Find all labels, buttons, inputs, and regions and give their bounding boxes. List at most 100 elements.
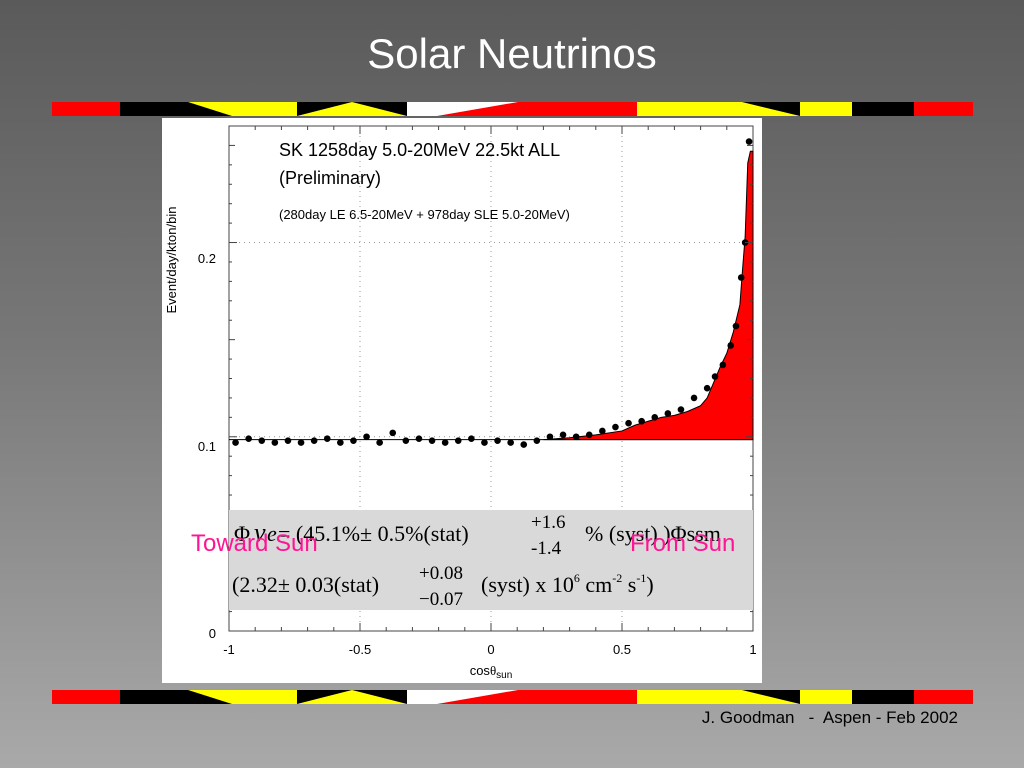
band-tri-4 bbox=[742, 102, 800, 116]
data-point-21 bbox=[507, 439, 514, 446]
formula-line1-nu: ν bbox=[254, 518, 266, 547]
band-seg-10 bbox=[914, 690, 973, 704]
data-point-7 bbox=[323, 435, 331, 443]
band-seg-0 bbox=[52, 690, 120, 704]
y-tick-label-0.2: 0.2 bbox=[198, 251, 216, 266]
slide-title: Solar Neutrinos bbox=[367, 30, 657, 77]
band-tri-1 bbox=[297, 102, 352, 116]
band-tri-4 bbox=[742, 690, 800, 704]
axis-ticks bbox=[228, 125, 754, 632]
data-point-13 bbox=[402, 437, 410, 444]
band-tri-2 bbox=[352, 102, 407, 116]
data-point-3 bbox=[271, 439, 279, 446]
data-point-0 bbox=[232, 439, 239, 446]
x-tick-label-neg0.5: -0.5 bbox=[349, 642, 371, 657]
data-point-11 bbox=[376, 439, 383, 446]
data-point-38 bbox=[719, 361, 727, 369]
x-tick-label-1: 1 bbox=[749, 642, 756, 657]
data-point-40 bbox=[732, 322, 740, 330]
formula-line1-upper-error: +1.6 bbox=[531, 512, 565, 533]
data-point-26 bbox=[572, 433, 580, 441]
x-axis-label: cosθsun bbox=[470, 663, 513, 681]
data-point-6 bbox=[310, 437, 318, 444]
chart-title-line3: (280day LE 6.5-20MeV + 978day SLE 5.0-20… bbox=[279, 207, 570, 222]
band-tri-1 bbox=[297, 690, 352, 704]
band-tri-0 bbox=[188, 102, 232, 116]
data-point-1 bbox=[245, 435, 252, 443]
formula-line1-tail: % (syst) )Φssm bbox=[585, 521, 721, 546]
data-point-24 bbox=[546, 433, 554, 441]
data-point-28 bbox=[599, 427, 606, 435]
data-point-23 bbox=[533, 437, 541, 444]
formula-line1-lower-error: -1.4 bbox=[531, 538, 562, 559]
data-point-34 bbox=[677, 406, 685, 413]
chart-title-line1: SK 1258day 5.0-20MeV 22.5kt ALL bbox=[279, 140, 560, 160]
formula-line2-lower-error: −0.07 bbox=[419, 589, 463, 610]
band-seg-8 bbox=[800, 102, 852, 116]
data-point-5 bbox=[297, 439, 305, 446]
band-seg-5 bbox=[518, 102, 637, 116]
band-seg-0 bbox=[52, 102, 120, 116]
data-point-19 bbox=[481, 439, 488, 446]
data-point-16 bbox=[441, 439, 449, 446]
data-point-14 bbox=[415, 435, 423, 443]
band-tri-3 bbox=[437, 102, 518, 116]
y-tick-label-0.1: 0.1 bbox=[198, 439, 216, 454]
band-seg-8 bbox=[800, 690, 852, 704]
band-seg-1 bbox=[120, 690, 188, 704]
data-point-37 bbox=[711, 373, 719, 380]
formula-line2-tail: (syst) x 106 cm-2 s-1) bbox=[481, 571, 654, 597]
data-point-10 bbox=[363, 433, 370, 441]
band-seg-1 bbox=[120, 102, 188, 116]
band-tri-0 bbox=[188, 690, 232, 704]
data-point-36 bbox=[703, 384, 711, 392]
data-point-43 bbox=[745, 138, 753, 145]
band-seg-9 bbox=[852, 690, 914, 704]
data-point-20 bbox=[494, 437, 501, 444]
band-seg-10 bbox=[914, 102, 973, 116]
y-axis-label: Event/day/kton/bin bbox=[164, 207, 179, 314]
from-sun-label: From Sun bbox=[630, 530, 736, 557]
data-point-39 bbox=[727, 342, 735, 349]
data-point-31 bbox=[638, 417, 645, 425]
data-point-8 bbox=[337, 439, 344, 446]
data-point-4 bbox=[284, 437, 292, 444]
data-point-33 bbox=[664, 410, 672, 417]
y-tick-label-0: 0 bbox=[209, 626, 216, 641]
slide-footer: J. Goodman - Aspen - Feb 2002 bbox=[701, 708, 958, 727]
data-point-29 bbox=[612, 423, 619, 431]
formula-line2-upper-error: +0.08 bbox=[419, 563, 463, 584]
formula-box bbox=[229, 510, 753, 610]
toward-sun-label: Toward Sun bbox=[191, 530, 318, 557]
chart-title-line2: (Preliminary) bbox=[279, 168, 381, 188]
data-point-41 bbox=[737, 274, 745, 281]
band-tri-3 bbox=[437, 690, 518, 704]
data-point-12 bbox=[389, 429, 397, 437]
band-seg-9 bbox=[852, 102, 914, 116]
band-seg-5 bbox=[518, 690, 637, 704]
data-points bbox=[232, 138, 753, 448]
bottom-decorative-band bbox=[52, 690, 973, 704]
top-decorative-band bbox=[52, 102, 973, 116]
data-point-2 bbox=[258, 437, 266, 444]
data-point-27 bbox=[585, 431, 593, 439]
data-point-15 bbox=[428, 437, 436, 444]
data-point-35 bbox=[690, 394, 698, 402]
formula-line1-e: e bbox=[267, 521, 277, 546]
formula-line1-main: = (45.1%± 0.5%(stat) bbox=[278, 521, 469, 546]
data-point-18 bbox=[468, 435, 475, 443]
band-seg-6 bbox=[637, 102, 742, 116]
data-point-22 bbox=[520, 441, 528, 448]
x-tick-label-0: 0 bbox=[487, 642, 494, 657]
plot-panel: SK 1258day 5.0-20MeV 22.5kt ALL (Prelimi… bbox=[162, 118, 762, 683]
band-seg-6 bbox=[637, 690, 742, 704]
formula-line1-prefix: Φ bbox=[234, 521, 250, 546]
x-tick-label-neg1: -1 bbox=[223, 642, 235, 657]
data-point-30 bbox=[625, 419, 632, 427]
band-tri-2 bbox=[352, 690, 407, 704]
data-point-25 bbox=[559, 431, 567, 439]
data-point-9 bbox=[350, 437, 357, 444]
solar-neutrino-chart: SK 1258day 5.0-20MeV 22.5kt ALL (Prelimi… bbox=[164, 125, 757, 681]
data-point-32 bbox=[651, 414, 659, 421]
formula-line2-main: (2.32± 0.03(stat) bbox=[232, 572, 379, 597]
